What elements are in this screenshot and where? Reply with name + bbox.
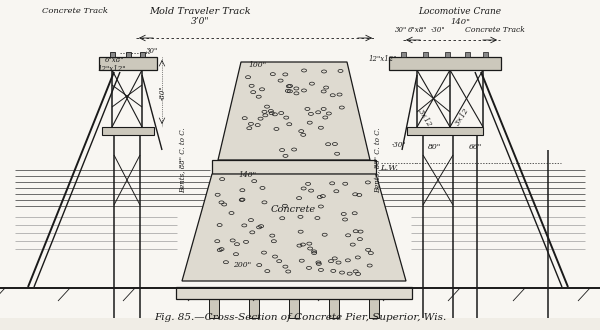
Polygon shape (218, 62, 370, 160)
Text: Bents, 88" C. to C.: Bents, 88" C. to C. (179, 127, 187, 193)
Text: 30": 30" (146, 47, 158, 55)
Text: -80": -80" (159, 86, 167, 100)
Text: 140": 140" (450, 18, 470, 26)
Text: 80": 80" (428, 143, 442, 151)
Bar (126, 52, 131, 57)
Text: Mold Traveler Track: Mold Traveler Track (149, 7, 251, 16)
Text: -30": -30" (392, 141, 406, 149)
Bar (465, 52, 470, 57)
Bar (329, 299, 339, 318)
Bar (445, 52, 450, 57)
Polygon shape (182, 174, 406, 281)
Text: 12"x12": 12"x12" (98, 65, 127, 73)
Bar (110, 52, 115, 57)
Text: 66": 66" (469, 143, 482, 151)
Text: L.W.: L.W. (380, 164, 398, 172)
Text: 30": 30" (395, 26, 407, 34)
Text: Concrete Track: Concrete Track (42, 7, 108, 15)
Text: 140": 140" (239, 171, 257, 179)
Bar (209, 299, 219, 318)
Text: 6"x8": 6"x8" (105, 56, 125, 64)
Text: 100": 100" (249, 61, 267, 69)
Bar (369, 299, 379, 318)
Text: Concrete: Concrete (271, 206, 316, 214)
Text: 3’0": 3’0" (191, 17, 209, 26)
Text: 200": 200" (233, 261, 251, 269)
Text: 12"x12": 12"x12" (369, 55, 397, 63)
Bar (140, 52, 145, 57)
Bar (289, 299, 299, 318)
Text: Locomotive Crane: Locomotive Crane (418, 7, 502, 16)
Bar (249, 299, 259, 318)
Text: Bents, 88" C. to C.: Bents, 88" C. to C. (374, 127, 382, 193)
Bar (176, 287, 412, 299)
Bar (389, 57, 501, 70)
Bar (407, 127, 483, 135)
Text: 3×12: 3×12 (454, 107, 470, 127)
Bar (483, 52, 488, 57)
Bar (423, 52, 428, 57)
Bar (102, 127, 154, 135)
Text: 6"x8": 6"x8" (408, 26, 428, 34)
Bar (99, 57, 157, 70)
Text: -30": -30" (431, 26, 445, 34)
Bar (401, 52, 406, 57)
Bar (212, 160, 376, 174)
Text: Concrete Track: Concrete Track (465, 26, 525, 34)
Text: 3×12: 3×12 (416, 108, 434, 128)
Text: Fig. 85.—Cross-Section of Concrete Pier, Superior, Wis.: Fig. 85.—Cross-Section of Concrete Pier,… (154, 313, 446, 322)
